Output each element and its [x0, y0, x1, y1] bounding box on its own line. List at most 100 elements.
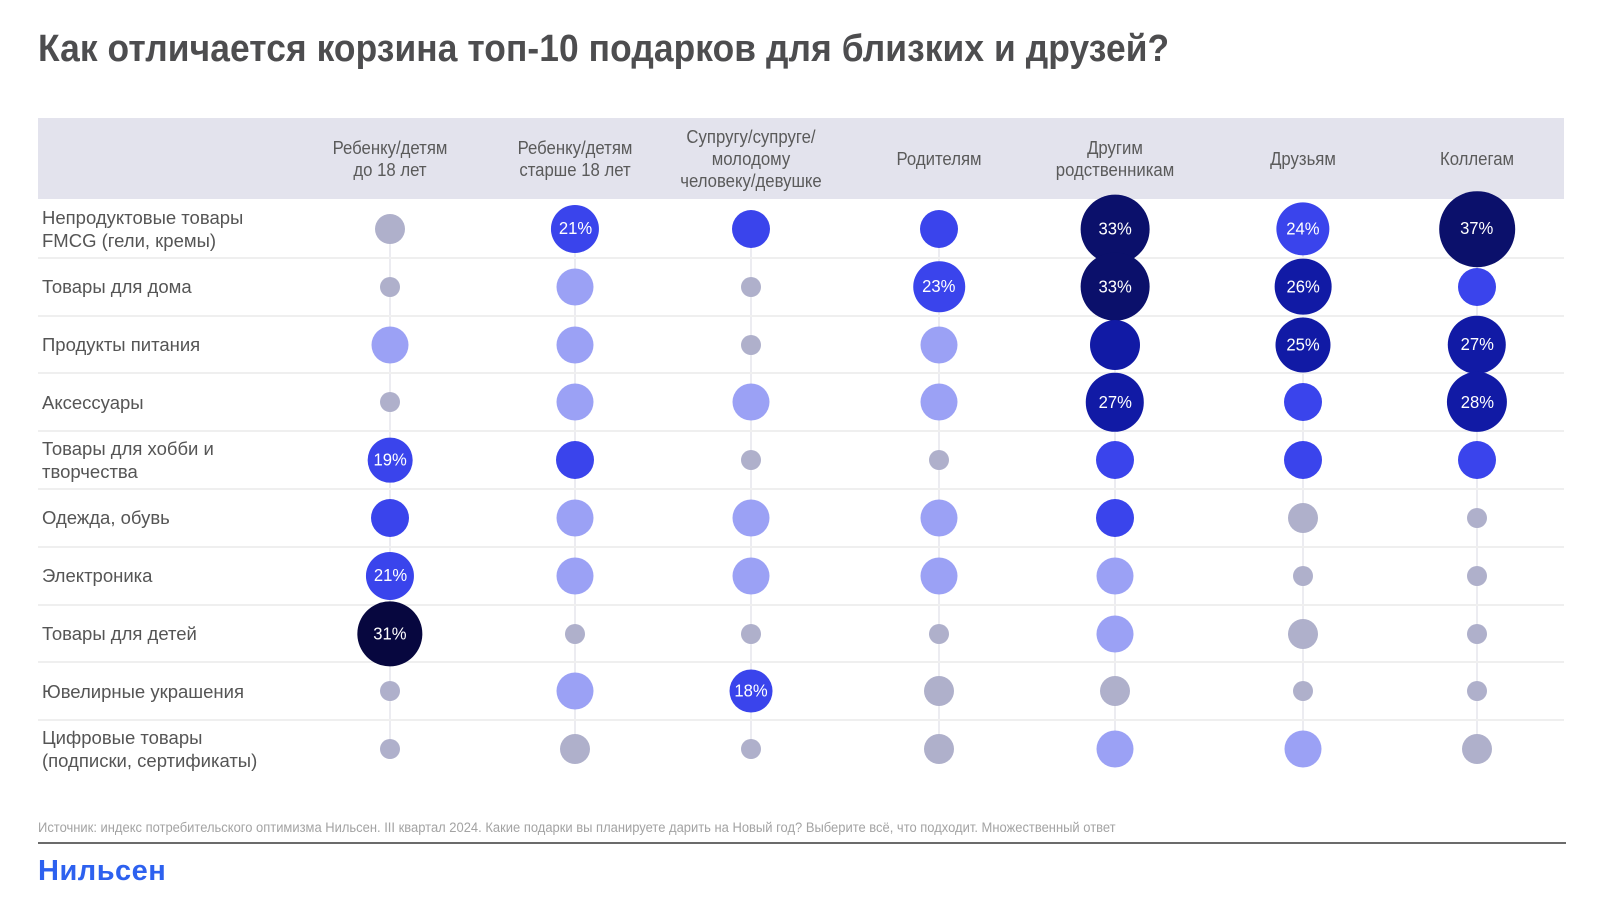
bubble-value-label: 21%: [558, 218, 592, 239]
row-label: Непродуктовые товары FMCG (гели, кремы): [42, 206, 244, 251]
bubble: [371, 498, 409, 537]
bubble: [1288, 618, 1318, 649]
bubble: [1467, 623, 1487, 644]
row-label: Цифровые товары (подписки, сертификаты): [42, 727, 258, 772]
page-title: Как отличается корзина топ-10 подарков д…: [38, 28, 1170, 70]
footer-divider: [38, 842, 1566, 844]
bubble: [1096, 730, 1134, 768]
bubble: [1293, 681, 1313, 702]
bubble: [1458, 441, 1496, 480]
bubble-value-label: 31%: [373, 623, 407, 643]
row-label: Товары для детей: [42, 622, 197, 644]
bubble: [924, 734, 954, 765]
bubble: [565, 623, 585, 644]
bubble: [920, 209, 958, 248]
bubble: 33%: [1080, 194, 1150, 264]
bubble: 19%: [367, 437, 413, 483]
bubble: [920, 326, 958, 363]
row-label: Ювелирные украшения: [42, 680, 244, 702]
bubble: [556, 441, 594, 480]
bubble: [556, 268, 594, 306]
bubble-value-label: 27%: [1460, 334, 1494, 354]
bubble: [380, 276, 400, 297]
bubble-value-label: 21%: [373, 565, 407, 586]
row-label: Одежда, обувь: [42, 507, 170, 529]
bubble: [380, 681, 400, 702]
column-header: Ребенку/детям до 18 лет: [332, 137, 448, 180]
bubble: [1100, 676, 1130, 707]
row-divider: [38, 314, 1564, 317]
bubble-value-label: 27%: [1098, 391, 1132, 412]
bubble: [1284, 383, 1322, 422]
bubble: [1467, 565, 1487, 586]
row-divider: [38, 430, 1564, 433]
row-divider: [38, 256, 1564, 259]
bubble: [920, 383, 958, 421]
table-header-band: [38, 118, 1564, 199]
bubble: [560, 734, 590, 765]
row-divider: [38, 545, 1564, 548]
bubble: 33%: [1080, 252, 1150, 322]
bubble: [929, 623, 949, 644]
bubble: 37%: [1439, 191, 1515, 267]
bubble: [380, 739, 400, 760]
bubble: [929, 450, 949, 471]
bubble: [556, 499, 594, 537]
row-divider: [38, 488, 1564, 490]
bubble: 26%: [1274, 258, 1332, 316]
bubble: [1096, 498, 1134, 537]
bubble: [1096, 441, 1134, 480]
bubble: [741, 739, 761, 760]
bubble: [1288, 502, 1318, 533]
bubble-value-label: 33%: [1098, 276, 1132, 297]
row-divider: [38, 372, 1564, 375]
bubble: [556, 557, 594, 595]
bubble: [732, 557, 770, 595]
bubble: [920, 557, 958, 595]
column-header: Супругу/супруге/молодому человеку/девушке: [680, 126, 822, 191]
row-divider: [38, 719, 1564, 722]
row-label: Продукты питания: [42, 333, 201, 355]
row-divider: [38, 661, 1564, 664]
bubble: [741, 334, 761, 355]
bubble: [732, 383, 770, 421]
bubble: [924, 676, 954, 707]
bubble: [556, 326, 594, 363]
bubble-value-label: 24%: [1286, 218, 1320, 239]
bubble: [371, 326, 409, 363]
bubble-value-label: 37%: [1460, 218, 1494, 239]
nielsen-logo: Нильсен: [38, 855, 167, 887]
bubble-value-label: 23%: [922, 276, 956, 297]
column-header: Коллегам: [1439, 148, 1515, 169]
bubble: [741, 623, 761, 644]
bubble-value-label: 26%: [1286, 276, 1320, 297]
bubble: [732, 209, 770, 248]
bubble: [741, 450, 761, 471]
bubble: 23%: [913, 260, 965, 313]
bubble: [1458, 267, 1496, 306]
bubble-value-label: 28%: [1460, 391, 1494, 412]
bubble: [1096, 615, 1134, 652]
bubble: [1090, 319, 1140, 370]
bubble: 27%: [1447, 315, 1507, 374]
bubble: [732, 499, 770, 537]
bubble: 18%: [729, 669, 773, 713]
column-header: Другим родственникам: [1055, 137, 1175, 180]
bubble: [1284, 441, 1322, 480]
bubble: 31%: [357, 600, 423, 667]
bubble: 28%: [1446, 372, 1508, 433]
bubble: [1462, 734, 1492, 765]
column-header: Друзьям: [1270, 148, 1336, 169]
row-label: Аксессуары: [42, 391, 144, 413]
bubble: [1293, 565, 1313, 586]
bubble: [1467, 681, 1487, 702]
bubble: [1467, 507, 1487, 528]
row-label: Электроника: [42, 565, 153, 587]
bubble: 21%: [550, 204, 600, 253]
bubble: [556, 383, 594, 421]
bubble: [380, 392, 400, 413]
bubble-value-label: 18%: [734, 680, 768, 701]
bubble: [375, 213, 405, 244]
bubble-value-label: 33%: [1098, 218, 1132, 239]
bubble-value-label: 19%: [373, 449, 407, 470]
